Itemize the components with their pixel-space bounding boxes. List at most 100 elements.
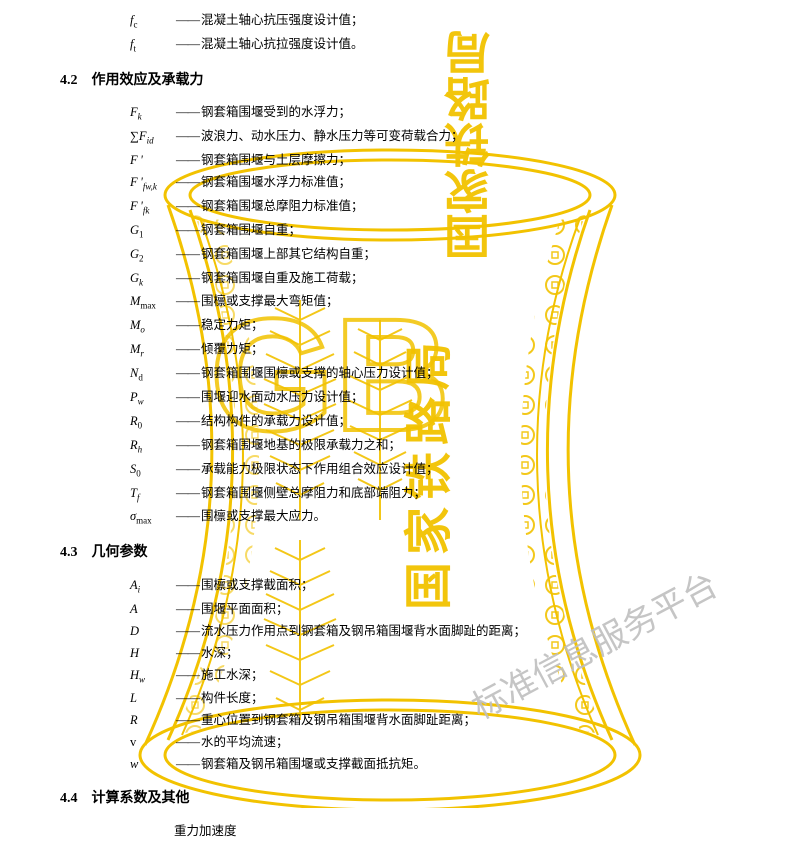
symbol: Pw — [130, 387, 174, 409]
symbol: F 'fk — [130, 196, 174, 218]
symbol: Rh — [130, 435, 174, 457]
top-definitions: fc——混凝土轴心抗压强度设计值；ft——混凝土轴心抗拉强度设计值。 — [130, 10, 734, 56]
dash-separator: —— — [176, 150, 199, 170]
dash-separator: —— — [176, 387, 199, 407]
document-content: fc——混凝土轴心抗压强度设计值；ft——混凝土轴心抗拉强度设计值。 4.2 作… — [0, 0, 794, 841]
definition-row: Mr——倾覆力矩； — [130, 339, 734, 361]
definition-text: 流水压力作用点到钢套箱及钢吊箱围堰背水面脚趾的距离； — [201, 621, 526, 641]
definition-row: Fk——钢套箱围堰受到的水浮力； — [130, 102, 734, 124]
definition-text: 重力加速度 — [174, 821, 237, 841]
definition-text: 混凝土轴心抗压强度设计值； — [201, 10, 364, 30]
definition-text: 水的平均流速； — [201, 732, 289, 752]
definition-text: 结构构件的承载力设计值； — [201, 411, 351, 431]
definition-text: 钢套箱围堰与土层摩擦力； — [201, 150, 351, 170]
dash-separator: —— — [176, 483, 199, 503]
dash-separator: —— — [176, 34, 199, 54]
dash-separator: —— — [176, 575, 199, 595]
definition-list: 重力加速度 — [130, 821, 734, 841]
definition-row: G1——钢套箱围堰自重； — [130, 220, 734, 242]
symbol: G2 — [130, 244, 174, 266]
symbol: F 'fw,k — [130, 172, 174, 194]
definition-text: 钢套箱围堰总摩阻力标准值； — [201, 196, 364, 216]
dash-separator: —— — [176, 435, 199, 455]
dash-separator: —— — [176, 665, 199, 685]
definition-row: Hw——施工水深； — [130, 665, 734, 687]
definition-text: 重心位置到钢套箱及钢吊箱围堰背水面脚趾距离； — [201, 710, 476, 730]
definition-row: R0——结构构件的承载力设计值； — [130, 411, 734, 433]
symbol: ∑Fid — [130, 126, 174, 148]
definition-row: ft——混凝土轴心抗拉强度设计值。 — [130, 34, 734, 56]
symbol: G1 — [130, 220, 174, 242]
definition-text: 围堰迎水面动水压力设计值； — [201, 387, 364, 407]
dash-separator: —— — [176, 411, 199, 431]
symbol: Ai — [130, 575, 174, 597]
symbol: R — [130, 710, 174, 730]
definition-row: Ai——围檩或支撑截面积； — [130, 575, 734, 597]
dash-separator: —— — [176, 459, 199, 479]
dash-separator: —— — [176, 126, 199, 146]
definition-text: 围檩或支撑最大应力。 — [201, 506, 326, 526]
dash-separator: —— — [176, 172, 199, 192]
definition-row: D——流水压力作用点到钢套箱及钢吊箱围堰背水面脚趾的距离； — [130, 621, 734, 641]
definition-row: ∑Fid——波浪力、动水压力、静水压力等可变荷载合力； — [130, 126, 734, 148]
definition-text: 钢套箱围堰围檩或支撑的轴心压力设计值； — [201, 363, 439, 383]
definition-text: 钢套箱围堰自重； — [201, 220, 301, 240]
definition-row: H——水深； — [130, 643, 734, 663]
dash-separator: —— — [176, 506, 199, 526]
definition-row: Pw——围堰迎水面动水压力设计值； — [130, 387, 734, 409]
dash-separator: —— — [176, 754, 199, 774]
symbol: Hw — [130, 665, 174, 687]
definition-row: fc——混凝土轴心抗压强度设计值； — [130, 10, 734, 32]
symbol: fc — [130, 10, 174, 32]
symbol: Mr — [130, 339, 174, 361]
dash-separator: —— — [176, 196, 199, 216]
definition-list: Ai——围檩或支撑截面积；A——围堰平面面积；D——流水压力作用点到钢套箱及钢吊… — [130, 575, 734, 775]
definition-row: Mo——稳定力矩； — [130, 315, 734, 337]
dash-separator: —— — [176, 268, 199, 288]
symbol: Gk — [130, 268, 174, 290]
symbol: w — [130, 754, 174, 774]
dash-separator: —— — [176, 102, 199, 122]
definition-text: 稳定力矩； — [201, 315, 264, 335]
symbol: D — [130, 621, 174, 641]
dash-separator: —— — [176, 688, 199, 708]
definition-row: σmax——围檩或支撑最大应力。 — [130, 506, 734, 528]
symbol: ft — [130, 34, 174, 56]
dash-separator: —— — [176, 643, 199, 663]
definition-row: R——重心位置到钢套箱及钢吊箱围堰背水面脚趾距离； — [130, 710, 734, 730]
definition-text: 混凝土轴心抗拉强度设计值。 — [201, 34, 364, 54]
definition-row: L——构件长度； — [130, 688, 734, 708]
symbol: H — [130, 643, 174, 663]
symbol: S0 — [130, 459, 174, 481]
definition-row: F 'fw,k——钢套箱围堰水浮力标准值； — [130, 172, 734, 194]
definition-row: Nd——钢套箱围堰围檩或支撑的轴心压力设计值； — [130, 363, 734, 385]
section-heading: 4.3 几何参数 — [60, 542, 734, 564]
definition-row: 重力加速度 — [130, 821, 734, 841]
dash-separator: —— — [176, 363, 199, 383]
symbol: A — [130, 599, 174, 619]
dash-separator: —— — [176, 621, 199, 641]
definition-text: 围檩或支撑最大弯矩值； — [201, 291, 339, 311]
definition-text: 倾覆力矩； — [201, 339, 264, 359]
symbol: L — [130, 688, 174, 708]
definition-text: 承载能力极限状态下作用组合效应设计值； — [201, 459, 439, 479]
dash-separator: —— — [176, 244, 199, 264]
definition-row: w——钢套箱及钢吊箱围堰或支撑截面抵抗矩。 — [130, 754, 734, 774]
definition-row: F '——钢套箱围堰与土层摩擦力； — [130, 150, 734, 170]
definition-row: Rh——钢套箱围堰地基的极限承载力之和； — [130, 435, 734, 457]
definition-text: 钢套箱围堰自重及施工荷载； — [201, 268, 364, 288]
definition-row: F 'fk——钢套箱围堰总摩阻力标准值； — [130, 196, 734, 218]
definition-text: 构件长度； — [201, 688, 264, 708]
dash-separator: —— — [176, 710, 199, 730]
definition-row: Mmax——围檩或支撑最大弯矩值； — [130, 291, 734, 313]
definition-text: 钢套箱围堰地基的极限承载力之和； — [201, 435, 401, 455]
symbol: Mmax — [130, 291, 174, 313]
definition-text: 钢套箱围堰侧壁总摩阻力和底部端阻力； — [201, 483, 426, 503]
definition-text: 钢套箱围堰水浮力标准值； — [201, 172, 351, 192]
dash-separator: —— — [176, 315, 199, 335]
dash-separator: —— — [176, 339, 199, 359]
symbol: v — [130, 732, 174, 752]
dash-separator: —— — [176, 220, 199, 240]
dash-separator: —— — [176, 291, 199, 311]
definition-text: 钢套箱围堰上部其它结构自重； — [201, 244, 376, 264]
